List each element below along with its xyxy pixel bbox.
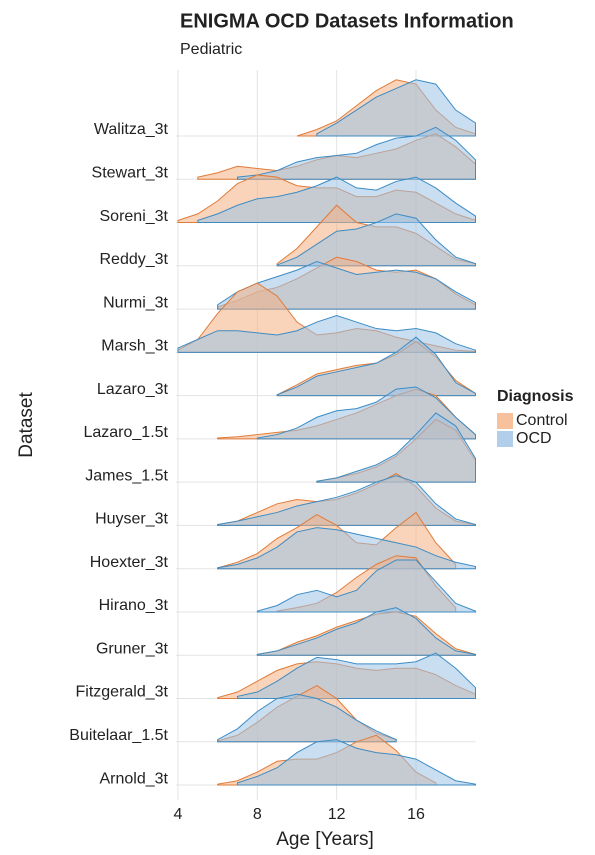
density-area	[236, 739, 476, 786]
y-tick-label: Huyser_3t	[95, 511, 168, 528]
density-area	[256, 559, 476, 613]
y-tick-label: Hoexter_3t	[90, 554, 169, 571]
density-area	[197, 176, 476, 224]
y-tick-label: Arnold_3t	[100, 770, 169, 787]
legend-swatch	[497, 431, 513, 447]
y-tick-label: Stewart_3t	[92, 164, 169, 181]
y-tick-label: Fitzgerald_3t	[76, 684, 169, 701]
density-area	[256, 607, 476, 656]
y-tick-label: James_1.5t	[85, 467, 168, 484]
y-tick-label: Nurmi_3t	[103, 294, 168, 311]
y-tick-label: Walitza_3t	[94, 121, 169, 138]
density-area	[177, 315, 476, 353]
y-tick-label: Hirano_3t	[99, 597, 169, 614]
density-area	[256, 386, 476, 440]
y-axis-label: Dataset	[16, 392, 37, 458]
density-area	[316, 79, 476, 137]
y-tick-label: Soreni_3t	[100, 208, 169, 225]
y-tick-label: Gruner_3t	[96, 640, 169, 657]
y-tick-label: Lazaro_3t	[97, 381, 169, 398]
density-area	[236, 126, 476, 180]
x-axis-label: Age [Years]	[276, 829, 374, 850]
density-area	[217, 693, 397, 743]
legend-label: OCD	[516, 430, 552, 447]
x-tick-label: 4	[174, 806, 183, 823]
density-area	[236, 652, 476, 700]
y-tick-label: Buitelaar_1.5t	[69, 727, 168, 744]
y-tick-label: Reddy_3t	[100, 251, 169, 268]
density-area	[316, 412, 476, 483]
legend-title: Diagnosis	[497, 388, 574, 405]
density-area	[276, 213, 476, 267]
legend-swatch	[497, 413, 513, 429]
x-tick-label: 12	[328, 806, 346, 823]
y-tick-label: Lazaro_1.5t	[83, 424, 168, 441]
density-area	[217, 475, 476, 526]
chart-title: ENIGMA OCD Datasets Information	[180, 10, 514, 32]
x-tick-label: 16	[407, 806, 425, 823]
legend-label: Control	[516, 412, 568, 429]
chart-subtitle: Pediatric	[180, 41, 242, 58]
y-tick-label: Marsh_3t	[101, 338, 168, 355]
x-tick-label: 8	[253, 806, 262, 823]
density-area	[276, 336, 476, 397]
